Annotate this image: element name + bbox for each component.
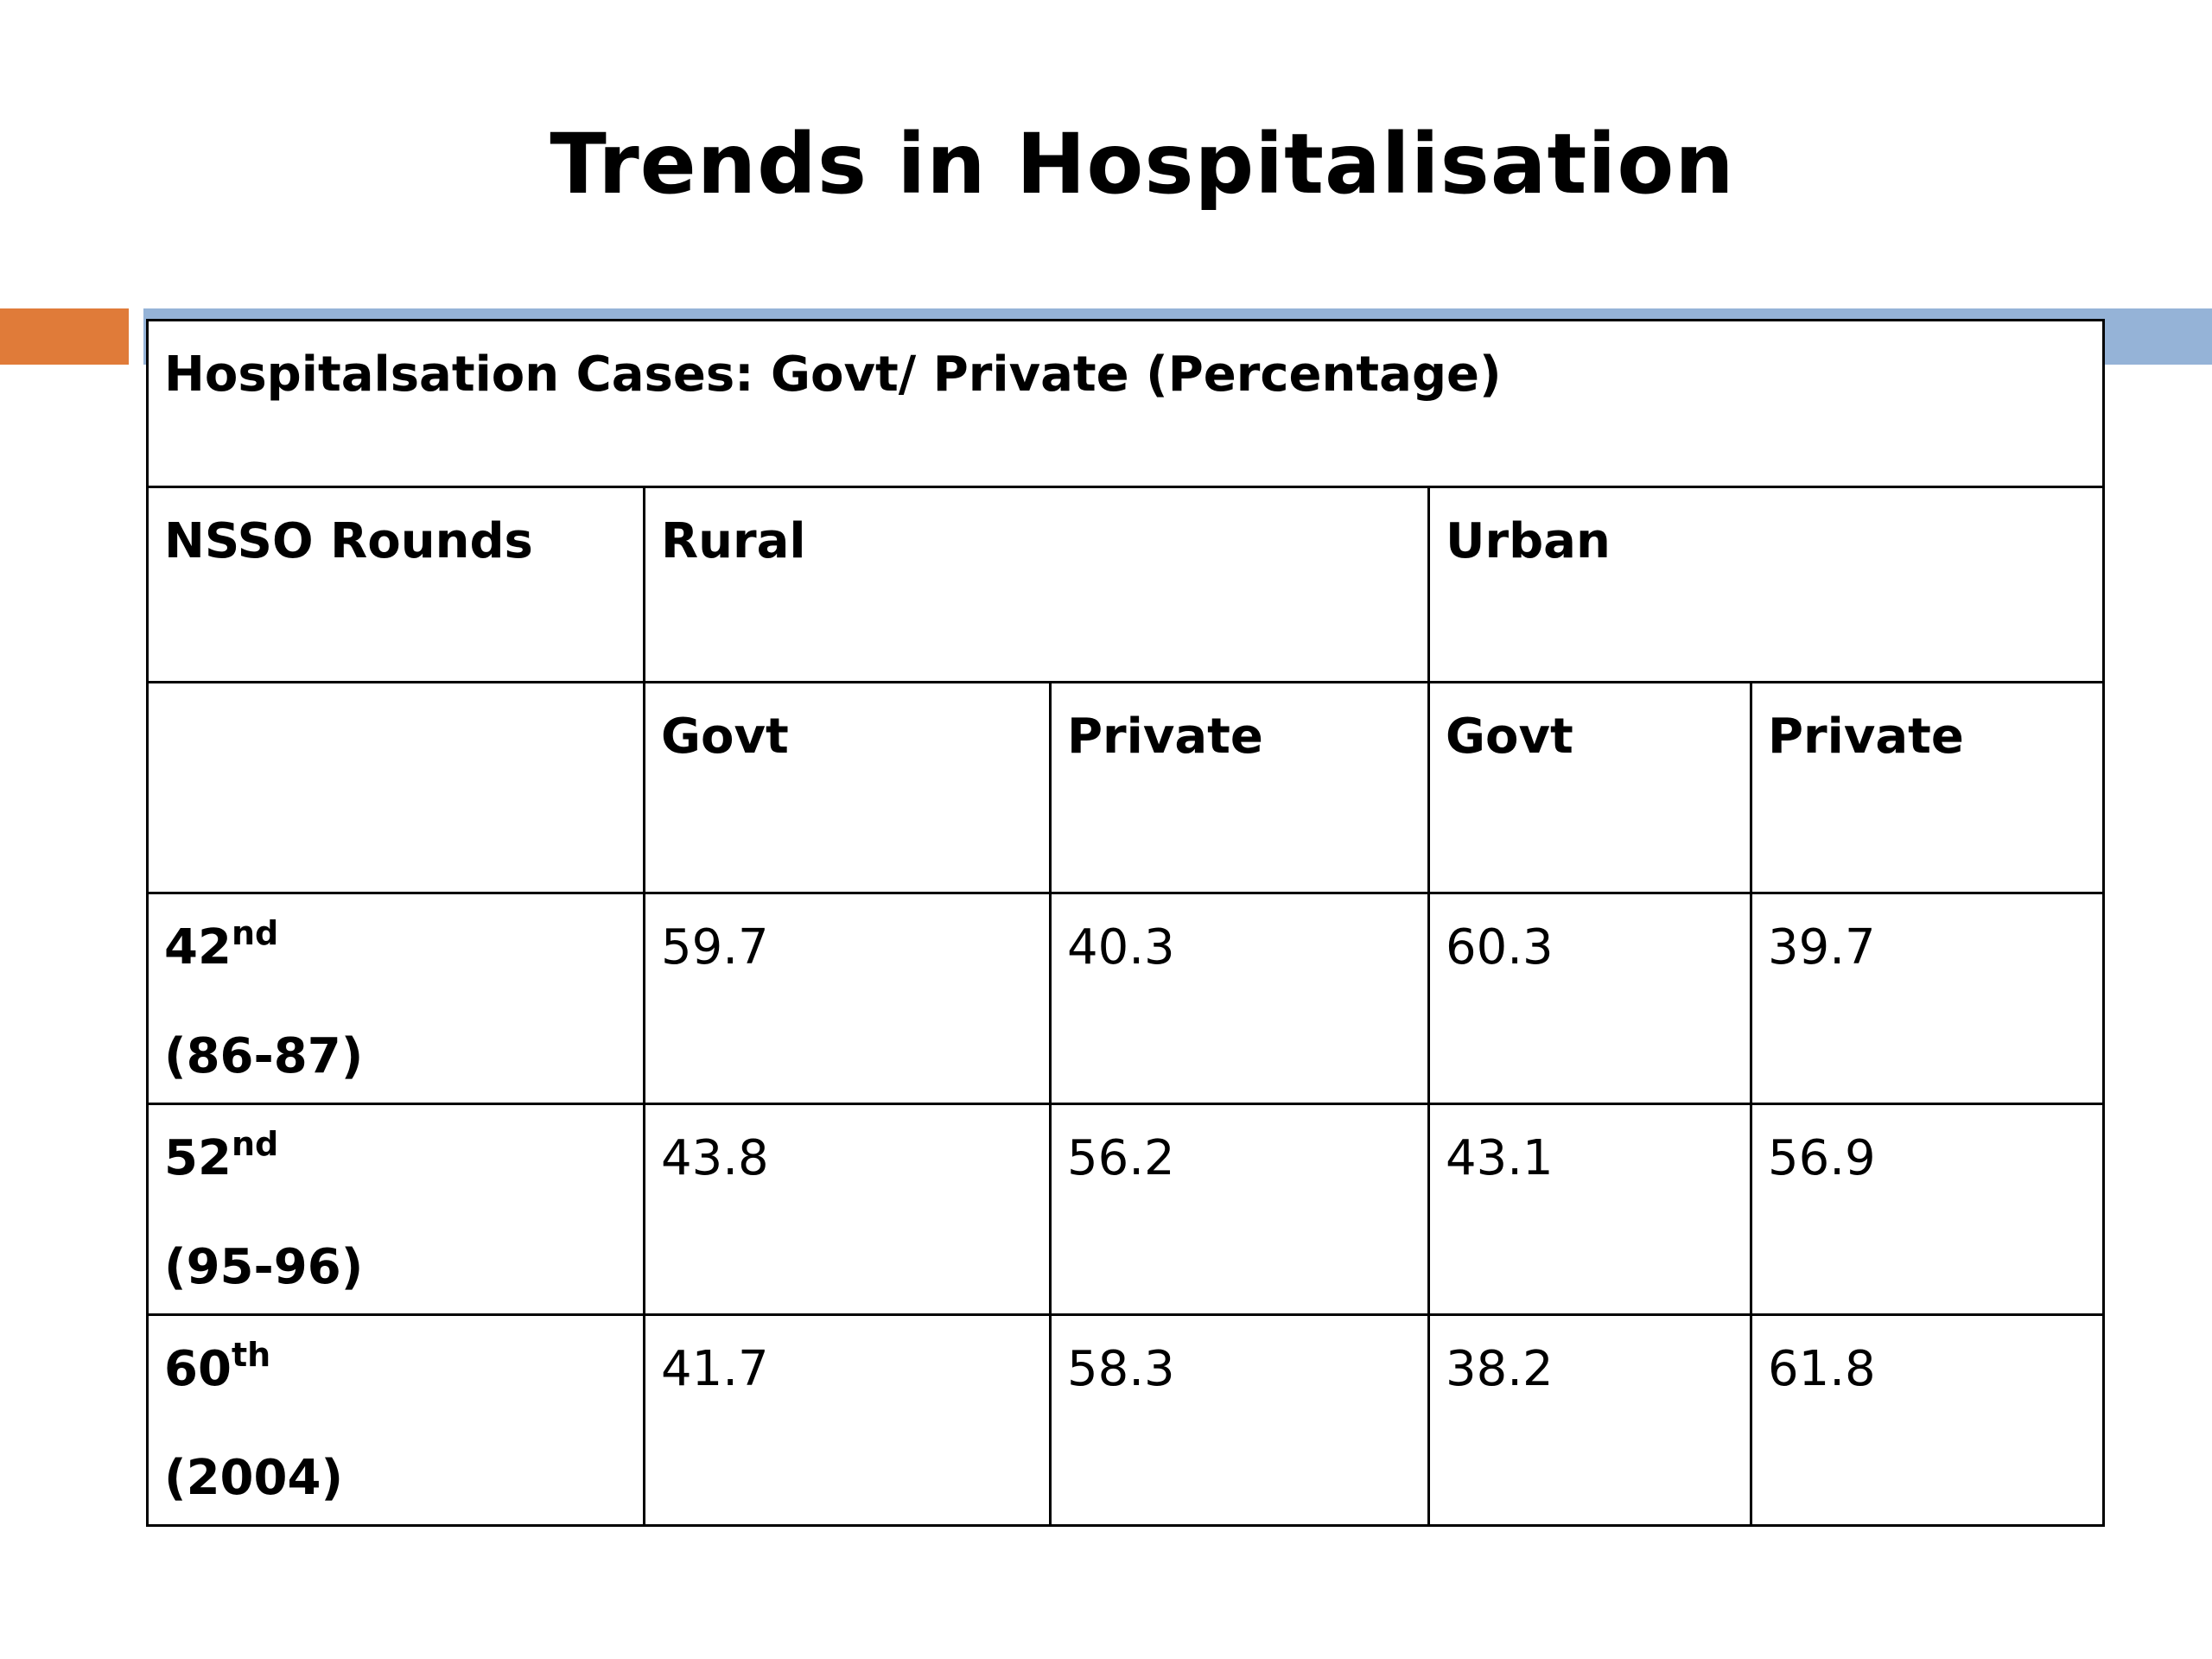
subheader-rural-govt: Govt [643, 681, 1052, 894]
header-row: NSSO Rounds Rural Urban [146, 486, 2106, 683]
round-suffix: nd [231, 914, 279, 952]
urban-govt-value: 60.3 [1427, 892, 1752, 1105]
caption-row: Hospitalsation Cases: Govt/ Private (Per… [145, 319, 2106, 488]
round-number: 52nd [164, 1128, 627, 1188]
urban-govt-value: 38.2 [1427, 1313, 1752, 1527]
table-row: 52nd (95-96) 43.8 56.2 43.1 56.9 [146, 1103, 2106, 1316]
rural-private-value: 40.3 [1049, 892, 1430, 1105]
subheader-empty [146, 681, 645, 894]
table-row: 60th (2004) 41.7 58.3 38.2 61.8 [146, 1313, 2106, 1527]
table-row: 42nd (86-87) 59.7 40.3 60.3 39.7 [146, 892, 2106, 1105]
rural-govt-value: 43.8 [643, 1103, 1052, 1316]
rural-govt-value: 59.7 [643, 892, 1052, 1105]
rural-private-value: 58.3 [1049, 1313, 1430, 1527]
round-period: (2004) [164, 1450, 344, 1506]
subheader-rural-private: Private [1049, 681, 1430, 894]
header-nsso-rounds: NSSO Rounds [146, 486, 645, 683]
round-cell: 52nd (95-96) [146, 1103, 645, 1316]
round-value: 60 [164, 1341, 232, 1397]
round-suffix: th [231, 1336, 271, 1374]
urban-private-value: 61.8 [1749, 1313, 2106, 1527]
subheader-urban-private: Private [1749, 681, 2106, 894]
round-number: 60th [164, 1338, 627, 1399]
rural-govt-value: 41.7 [643, 1313, 1052, 1527]
urban-govt-value: 43.1 [1427, 1103, 1752, 1316]
round-period: (95-96) [164, 1239, 364, 1295]
round-value: 52 [164, 1130, 232, 1186]
hospitalisation-table: Hospitalsation Cases: Govt/ Private (Per… [145, 319, 2106, 1527]
round-period: (86-87) [164, 1028, 364, 1084]
subheader-row: Govt Private Govt Private [146, 681, 2106, 894]
round-value: 42 [164, 919, 232, 976]
round-number: 42nd [164, 917, 627, 977]
round-suffix: nd [231, 1125, 279, 1163]
hospitalisation-table-container: Hospitalsation Cases: Govt/ Private (Per… [145, 319, 2106, 1527]
urban-private-value: 39.7 [1749, 892, 2106, 1105]
round-cell: 60th (2004) [146, 1313, 645, 1527]
round-cell: 42nd (86-87) [146, 892, 645, 1105]
rural-private-value: 56.2 [1049, 1103, 1430, 1316]
header-rural: Rural [643, 486, 1430, 683]
accent-bar-orange [0, 308, 129, 365]
header-urban: Urban [1427, 486, 2106, 683]
urban-private-value: 56.9 [1749, 1103, 2106, 1316]
slide-title: Trends in Hospitalisation [550, 116, 1735, 213]
subheader-urban-govt: Govt [1427, 681, 1752, 894]
table-caption: Hospitalsation Cases: Govt/ Private (Per… [145, 319, 2106, 488]
